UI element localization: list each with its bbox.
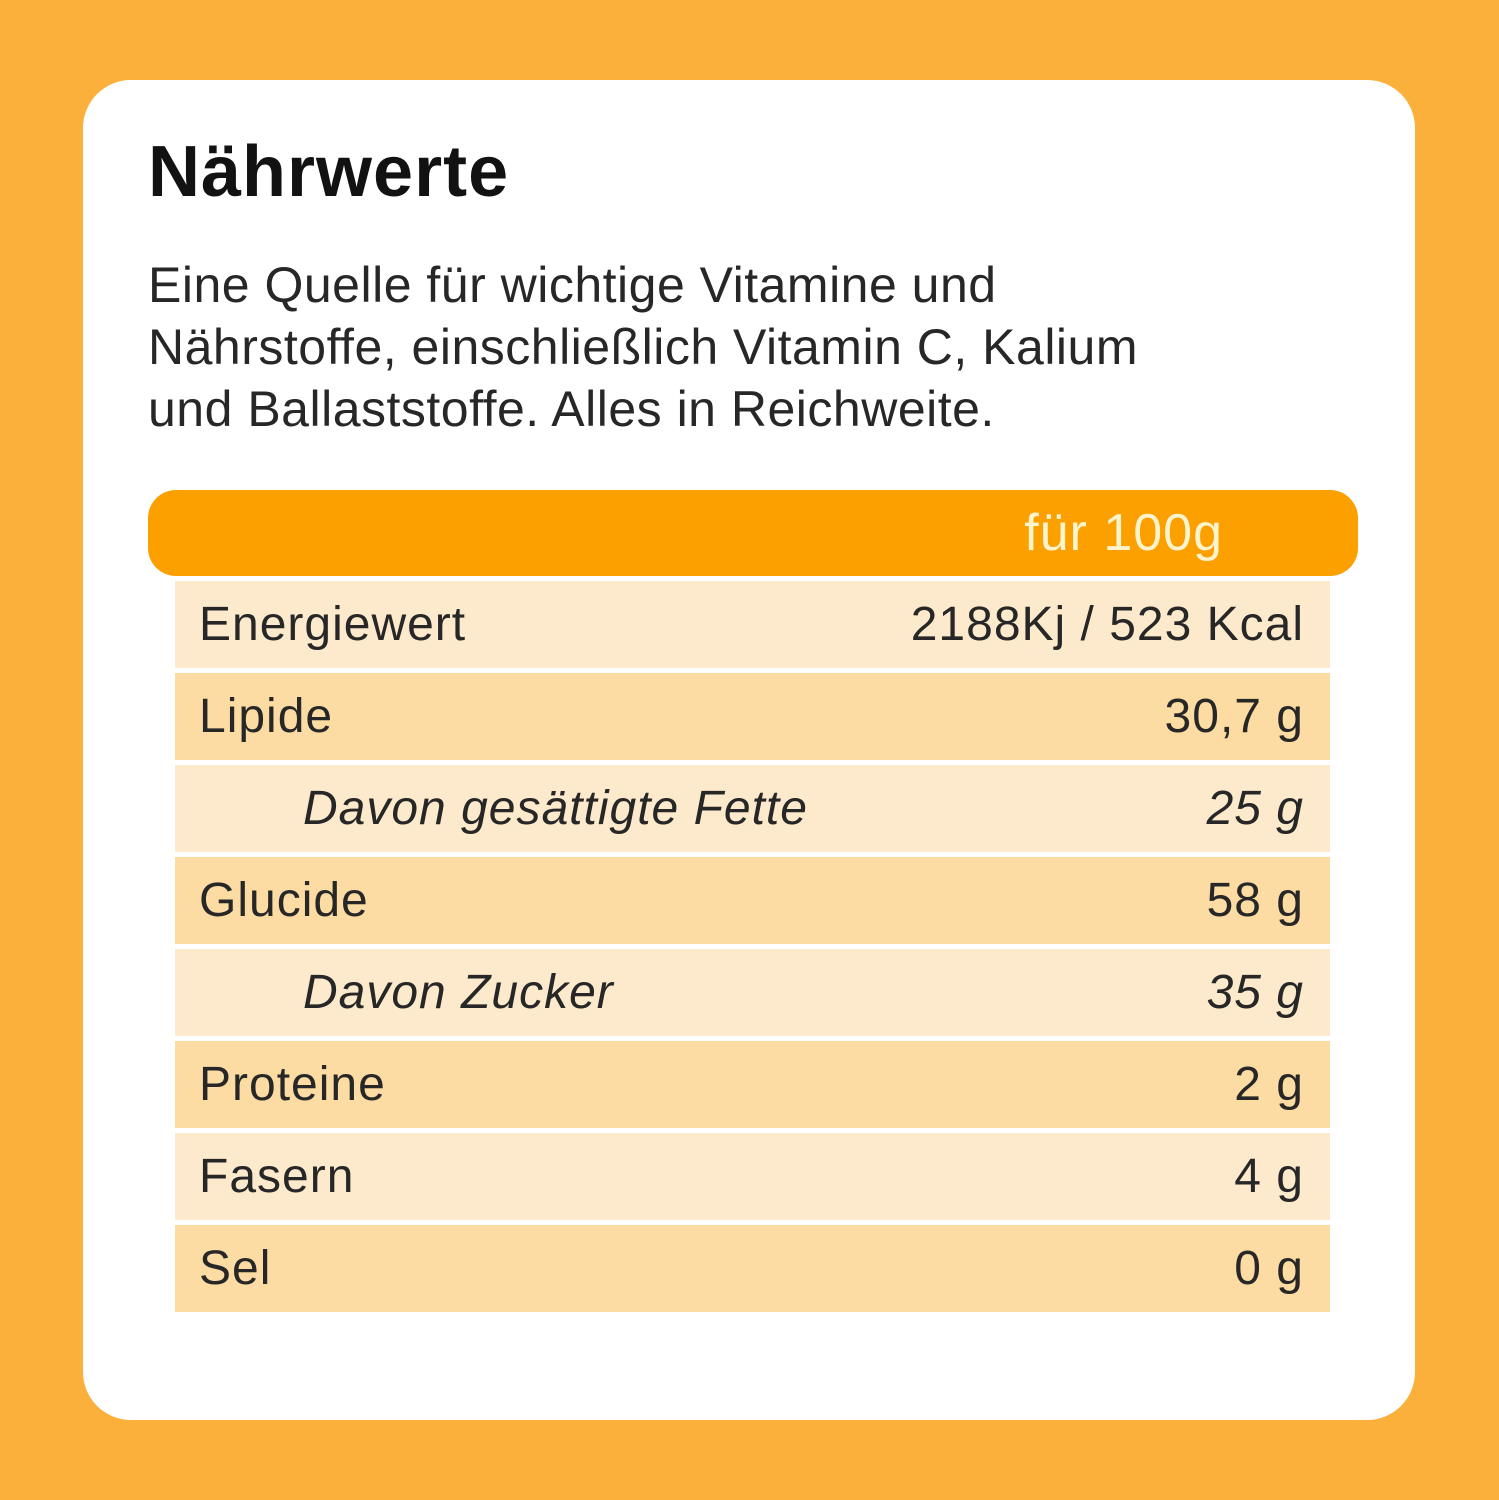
description-line: Eine Quelle für wichtige Vitamine und [148,257,997,313]
nutrition-card: Nährwerte Eine Quelle für wichtige Vitam… [83,80,1415,1420]
row-label: Proteine [199,1058,386,1111]
table-row-gesaettigte-fette: Davon gesättigte Fette 25 g [175,765,1330,852]
row-value: 30,7 g [1164,690,1304,743]
row-value: 4 g [1234,1150,1304,1203]
row-label: Lipide [199,690,334,743]
row-value: 2 g [1234,1058,1304,1111]
page-title: Nährwerte [148,132,510,212]
table-row-zucker: Davon Zucker 35 g [175,949,1330,1036]
table-row-glucide: Glucide 58 g [175,857,1330,944]
row-value: 0 g [1234,1242,1304,1295]
table-row-sel: Sel 0 g [175,1225,1330,1312]
row-value: 58 g [1206,874,1304,927]
table-row-fasern: Fasern 4 g [175,1133,1330,1220]
row-value: 25 g [1206,782,1304,835]
row-label: Energiewert [199,598,467,651]
row-value: 2188Kj / 523 Kcal [910,598,1304,651]
row-label: Davon gesättigte Fette [303,782,808,835]
row-label: Glucide [199,874,369,927]
row-label: Davon Zucker [303,966,614,1019]
table-header-label: für 100g [1024,504,1223,562]
description-line: Nährstoffe, einschließlich Vitamin C, Ka… [148,319,1138,375]
row-label: Fasern [199,1150,355,1203]
table-body: Energiewert 2188Kj / 523 Kcal Lipide 30,… [175,581,1330,1312]
row-value: 35 g [1206,966,1304,1019]
nutrition-table: für 100g Energiewert 2188Kj / 523 Kcal L… [148,490,1415,1312]
row-label: Sel [199,1242,272,1295]
description-line: und Ballaststoffe. Alles in Reichweite. [148,381,995,437]
table-row-energiewert: Energiewert 2188Kj / 523 Kcal [175,581,1330,668]
table-row-proteine: Proteine 2 g [175,1041,1330,1128]
table-header: für 100g [148,490,1358,576]
description: Eine Quelle für wichtige Vitamine und Nä… [148,254,1415,440]
table-row-lipide: Lipide 30,7 g [175,673,1330,760]
